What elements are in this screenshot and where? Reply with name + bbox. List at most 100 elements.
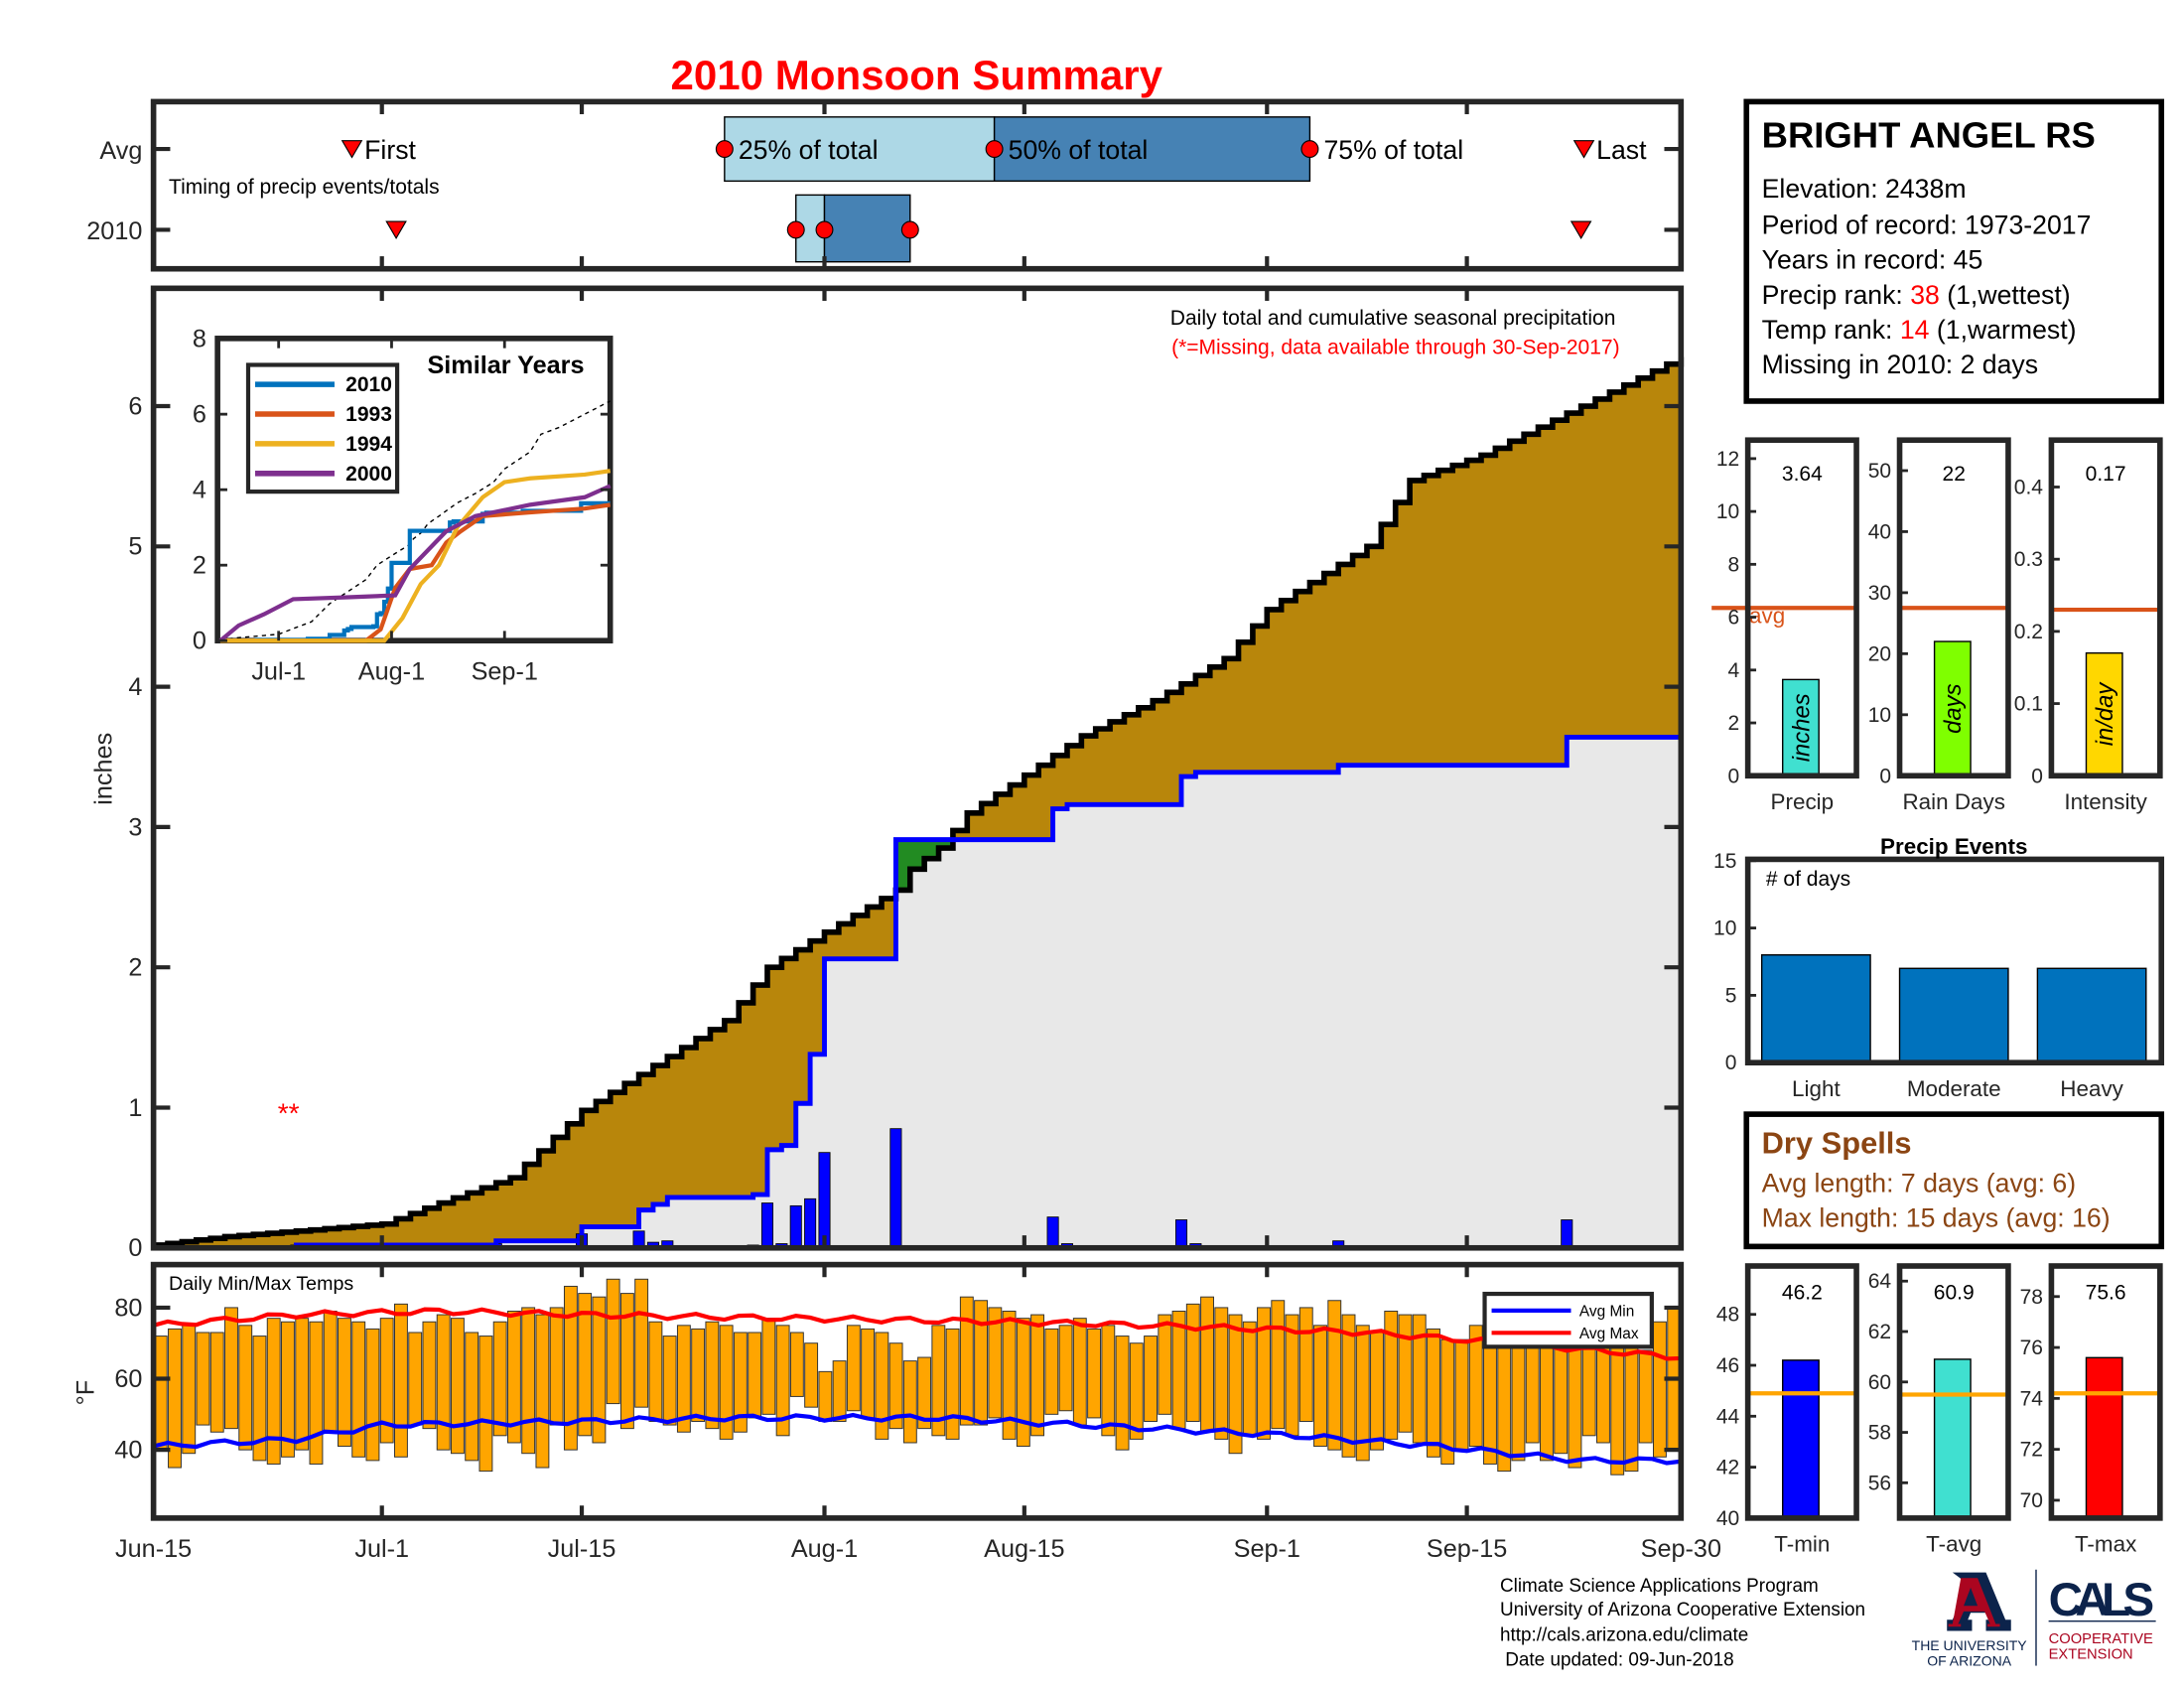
- y-tick-label: 5: [1725, 984, 1737, 1007]
- y-tick-label: 40: [114, 1437, 142, 1465]
- timing-box-50-75: [993, 116, 1311, 183]
- temp-range-bar: [592, 1296, 607, 1444]
- temp-range-bar: [619, 1293, 634, 1430]
- footer-link[interactable]: http://cals.arizona.edu/climate: [1500, 1624, 1748, 1645]
- daily-precip-bar: [804, 1197, 817, 1249]
- temp-range-bar: [634, 1278, 649, 1408]
- timing-label-last: Last: [1596, 135, 1647, 165]
- y-tick-label: 60: [1868, 1371, 1891, 1394]
- temp-range-bar: [719, 1325, 734, 1440]
- dry-spells-box: Dry Spells Avg length: 7 days (avg: 6) M…: [1743, 1111, 2165, 1250]
- temps-axes-bg: [153, 1264, 1682, 1518]
- panel-frame: [2048, 1263, 2163, 1521]
- cumulative-2010-area: [153, 737, 1682, 1248]
- temp-range-bar: [902, 1360, 917, 1444]
- timing-label-first: First: [364, 135, 416, 165]
- temp-range-bar: [1370, 1332, 1384, 1451]
- y-tick-label: 2: [128, 954, 142, 982]
- temp-range-bar: [281, 1321, 295, 1458]
- station-name: BRIGHT ANGEL RS: [1762, 115, 2096, 156]
- temp-range-bar: [1115, 1336, 1130, 1451]
- y-tick-label: 74: [2020, 1387, 2044, 1410]
- y-tick-label: 4: [1728, 659, 1740, 682]
- avg-max-line: [153, 1307, 1682, 1361]
- summary-label: T-min: [1774, 1532, 1830, 1557]
- station-precip-rank: Precip rank: 38 (1,wettest): [1762, 280, 2071, 310]
- missing-marker: **: [278, 1098, 300, 1129]
- temp-range-bar: [1540, 1342, 1554, 1462]
- temp-range-bar: [1610, 1342, 1625, 1476]
- x-tick-label: Jul-15: [548, 1535, 616, 1563]
- temp-range-bar: [1185, 1303, 1200, 1422]
- daily-precip-bar: [889, 1128, 902, 1249]
- temp-range-bar: [1072, 1318, 1087, 1426]
- inset-x-tick-label: Sep-1: [472, 657, 538, 685]
- temp-range-bar: [295, 1318, 310, 1451]
- temp-range-bar: [775, 1325, 790, 1437]
- inset-x-tick-label: Aug-1: [358, 657, 425, 685]
- summary-label: T-max: [2075, 1532, 2136, 1557]
- cumulative-2010-line: [153, 735, 1682, 1251]
- temp-range-bar: [338, 1318, 351, 1448]
- temp-summary-bars: 46.2 40 42 44 46 48 T-min 60.9 56 58 60 62 64 T-avg 75…: [1716, 1263, 2163, 1557]
- y-tick-label: 0: [1879, 765, 1891, 787]
- timing-panel: First 25% of total 50% of total 75% of tota…: [150, 98, 1685, 272]
- y-tick-label: 0.4: [2014, 476, 2044, 498]
- y-tick-label: 1: [128, 1094, 142, 1122]
- temp-range-bar: [1624, 1342, 1639, 1473]
- inset-y-tick-label: 2: [193, 552, 206, 580]
- event-category-label: Light: [1792, 1076, 1841, 1101]
- temp-range-bar: [506, 1311, 521, 1444]
- timing-label-p50: 50% of total: [1009, 135, 1149, 165]
- temp-range-bar: [606, 1278, 620, 1405]
- summary-bar-t-min: [1782, 1359, 1820, 1519]
- y-tick-label: 80: [114, 1294, 142, 1322]
- timing-label-p75: 75% of total: [1323, 135, 1463, 165]
- x-tick-label: Sep-1: [1234, 1535, 1300, 1563]
- triangle-marker-icon: [1570, 220, 1592, 239]
- y-tick-label: 3: [128, 813, 142, 841]
- y-tick-label: 2: [1728, 712, 1740, 735]
- logo-ua-line1: THE UNIVERSITY: [1912, 1637, 2028, 1653]
- timing-row-avg: Avg: [99, 137, 142, 165]
- temp-range-bar: [266, 1318, 281, 1465]
- daily-precip-bar: [789, 1204, 802, 1249]
- temps-axes-frame: [150, 1261, 1685, 1521]
- y-tick-label: 72: [2020, 1439, 2043, 1462]
- figure-title: 2010 Monsoon Summary: [670, 52, 1162, 98]
- event-category-label: Heavy: [2060, 1076, 2123, 1101]
- legend-label: 1994: [345, 433, 392, 456]
- timing-label-p25: 25% of total: [739, 135, 879, 165]
- y-tick-label: 12: [1716, 448, 1739, 471]
- temp-range-bar: [168, 1328, 182, 1469]
- summary-value: 46.2: [1782, 1282, 1823, 1305]
- events-ylabel: # of days: [1766, 868, 1850, 891]
- summary-value: 75.6: [2086, 1282, 2126, 1305]
- timing-box-25-50: [724, 116, 996, 183]
- temp-range-bar: [408, 1332, 423, 1426]
- temp-range-bar: [861, 1328, 876, 1419]
- temp-range-bar: [662, 1336, 677, 1426]
- summary-value: 3.64: [1782, 463, 1823, 486]
- daily-precip-bar: [1046, 1216, 1059, 1249]
- timing-box-50-75: [823, 194, 911, 263]
- dry-spells-avg: Avg length: 7 days (avg: 6): [1762, 1169, 2076, 1198]
- y-tick-label: 76: [2020, 1336, 2043, 1359]
- temp-range-bar: [309, 1321, 324, 1465]
- temp-range-bar: [1341, 1314, 1356, 1458]
- temp-range-bar: [1298, 1307, 1313, 1422]
- temp-range-bar: [1257, 1307, 1271, 1440]
- summary-value: 60.9: [1934, 1282, 1975, 1305]
- x-tick-label: Sep-15: [1427, 1535, 1507, 1563]
- y-tick-label: 78: [2020, 1286, 2043, 1309]
- y-tick-label: 46: [1716, 1354, 1739, 1377]
- temp-range-bar: [422, 1321, 437, 1430]
- inset-title: Similar Years: [427, 352, 584, 379]
- y-tick-label: 20: [1868, 642, 1891, 665]
- timing-row-2010: 2010: [86, 217, 142, 245]
- temp-range-bar: [988, 1307, 1003, 1419]
- temp-range-bar: [733, 1332, 748, 1433]
- temp-range-bar: [436, 1314, 451, 1451]
- temp-range-bar: [1468, 1325, 1483, 1448]
